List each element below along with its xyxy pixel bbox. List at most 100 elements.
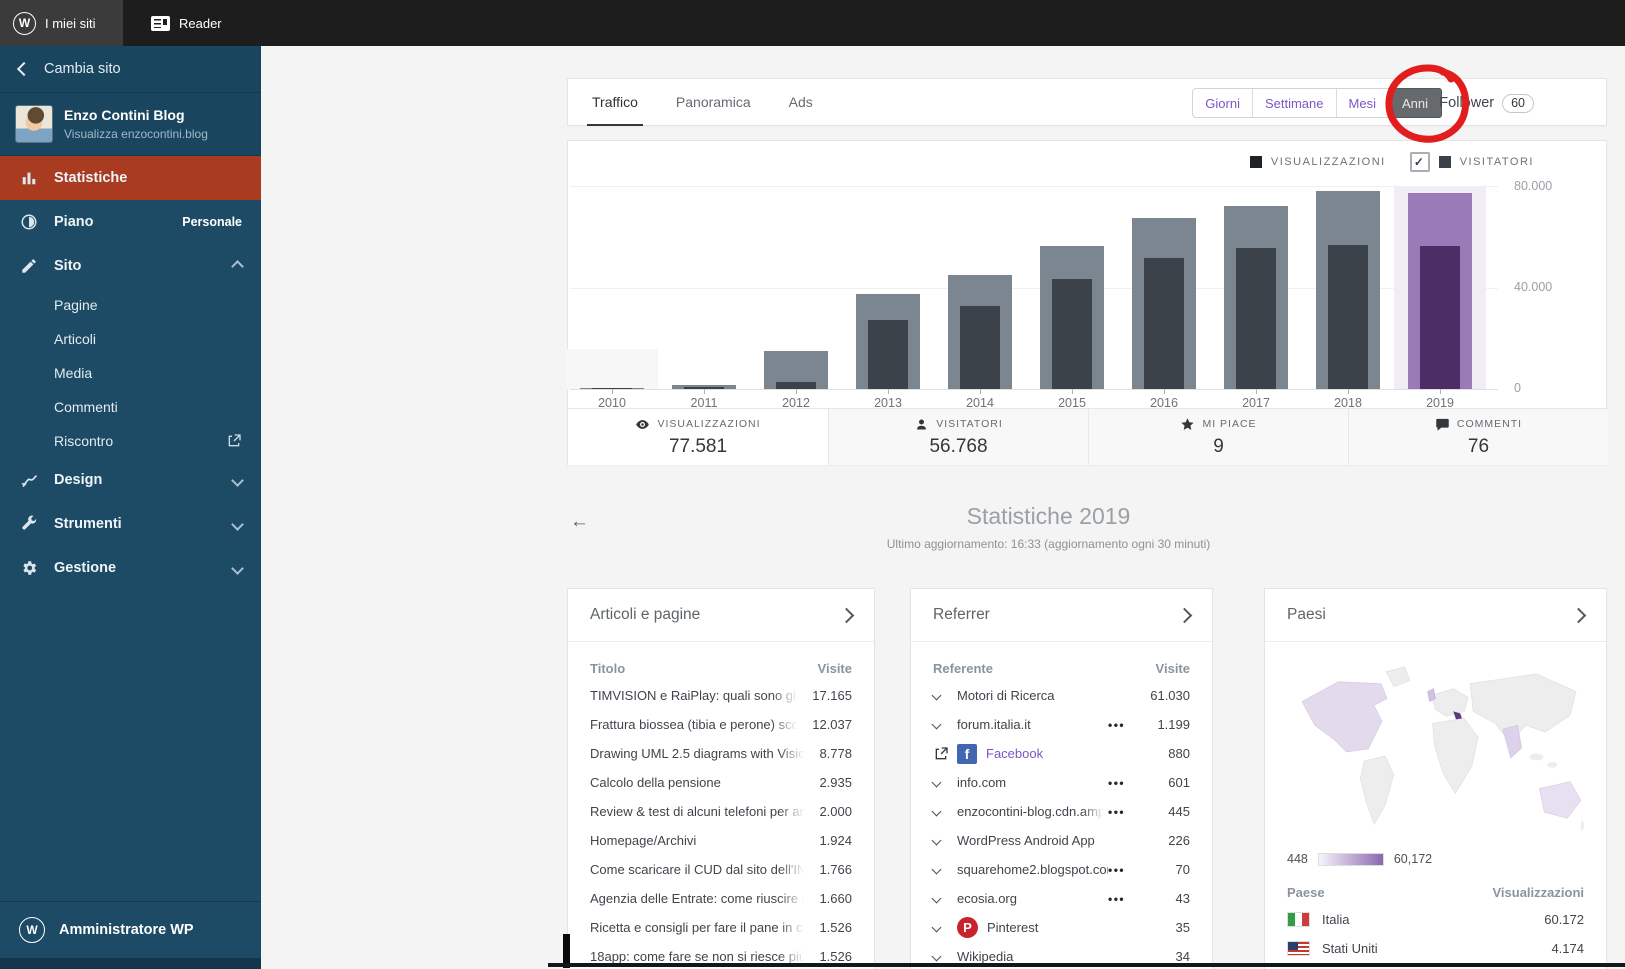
sidebar-item-riscontro[interactable]: Riscontro [0,424,261,458]
visitors-bar-2019[interactable] [1420,246,1460,389]
sidebar-item-gestione[interactable]: Gestione [0,546,261,590]
sidebar-item-wp-admin[interactable]: Amministratore WP [0,901,261,958]
chevron-down-icon[interactable] [931,690,957,701]
post-row[interactable]: Review & test di alcuni telefoni per anz… [590,797,852,826]
referrers-col-visits: Visite [1155,661,1190,676]
summary-label: VISITATORI [914,417,1003,432]
post-row[interactable]: Ricetta e consigli per fare il pane in c… [590,913,852,942]
visitors-bar-2015[interactable] [1052,279,1092,389]
summary-cell-mi-piace[interactable]: MI PIACE 9 [1088,408,1348,465]
post-row[interactable]: Agenzia delle Entrate: come riuscire a u… [590,884,852,913]
post-row[interactable]: TIMVISION e RaiPlay: quali sono gli Sma 1… [590,681,852,710]
country-views: 60.172 [1544,912,1584,927]
visitors-bar-2014[interactable] [960,306,1000,389]
chevron-down-icon[interactable] [931,922,957,933]
map-gradient-bar [1317,852,1384,866]
referrer-row[interactable]: ecosia.org 43 [931,884,1190,913]
x-axis-tick [1348,389,1349,394]
referrer-row[interactable]: Facebook 880 [933,739,1190,768]
country-row[interactable]: Italia 60.172 [1287,905,1584,934]
site-visit-link[interactable]: Visualizza enzocontini.blog [64,127,208,141]
countries-col-views: Visualizzazioni [1492,885,1584,900]
referrer-row[interactable]: enzocontini-blog.cdn.ampproje 445 [931,797,1190,826]
visitors-bar-2017[interactable] [1236,248,1276,389]
tab-panoramica[interactable]: Panoramica [676,79,751,125]
referrer-label[interactable]: Facebook [986,746,1044,761]
visitors-bar-2010[interactable] [592,388,632,389]
countries-panel-header[interactable]: Paesi [1265,589,1606,642]
period-button-giorni[interactable]: Giorni [1205,95,1240,111]
tab-traffico[interactable]: Traffico [587,79,643,126]
sidebar-item-pagine[interactable]: Pagine [0,288,261,322]
external-link-icon[interactable] [933,746,957,762]
more-options-icon[interactable] [1108,776,1144,790]
more-options-icon[interactable] [1108,892,1144,906]
visitors-bar-2018[interactable] [1328,245,1368,389]
referrer-row[interactable]: Pinterest 35 [931,913,1190,942]
post-row[interactable]: 18app: come fare se non si riesce più ad… [590,942,852,969]
period-button-settimane[interactable]: Settimane [1251,89,1336,117]
sidebar-item-sito[interactable]: Sito [0,244,261,288]
reader-button[interactable]: Reader [135,0,238,46]
change-site-label: Cambia sito [44,61,121,77]
site-card[interactable]: Enzo Contini Blog Visualizza enzocontini… [0,93,261,156]
post-row[interactable]: Drawing UML 2.5 diagrams with Visio 20 8.… [590,739,852,768]
sidebar-item-articoli[interactable]: Articoli [0,322,261,356]
referrer-row[interactable]: WordPress Android App 226 [931,826,1190,855]
visitors-legend-swatch [1438,156,1451,168]
post-row[interactable]: Frattura biossea (tibia e perone) scompo… [590,710,852,739]
x-axis-label: 2013 [874,396,902,410]
referrer-row[interactable]: forum.italia.it 1.199 [931,710,1190,739]
follower-button[interactable]: Follower 60 [1439,88,1534,118]
summary-cell-commenti[interactable]: COMMENTI 76 [1348,408,1608,465]
sidebar-item-commenti[interactable]: Commenti [0,390,261,424]
referrers-panel-header[interactable]: Referrer [911,589,1212,642]
referrer-row[interactable]: squarehome2.blogspot.com 70 [931,855,1190,884]
sidebar-item-design[interactable]: Design [0,458,261,502]
posts-panel-header[interactable]: Articoli e pagine [568,589,874,642]
sidebar-item-strumenti[interactable]: Strumenti [0,502,261,546]
post-visits: 8.778 [819,746,852,761]
visitors-checkbox[interactable] [1409,152,1430,172]
stats-nav-card: Traffico Panoramica Ads Giorni Settimane Mes… [567,78,1607,126]
chevron-down-icon[interactable] [931,893,957,904]
period-button-mesi[interactable]: Mesi [1335,89,1388,117]
chevron-down-icon[interactable] [931,951,957,962]
visitors-bar-2013[interactable] [868,320,908,389]
more-options-icon[interactable] [1108,805,1144,819]
sidebar-item-piano[interactable]: Piano Personale [0,200,261,244]
us-flag-icon [1287,941,1310,956]
more-options-icon[interactable] [1108,718,1144,732]
previous-period-arrow-button[interactable] [570,512,589,531]
chevron-down-icon[interactable] [931,864,957,875]
visitors-bar-2016[interactable] [1144,258,1184,389]
visitors-bar-2012[interactable] [776,382,816,389]
referrer-row[interactable]: info.com 601 [931,768,1190,797]
visitors-bar-2011[interactable] [684,387,724,389]
post-row[interactable]: Homepage/Archivi 1.924 [590,826,852,855]
summary-cell-visualizzazioni[interactable]: VISUALIZZAZIONI 77.581 [568,408,828,465]
post-row[interactable]: Calcolo della pensione 2.935 [590,768,852,797]
referrer-row[interactable]: Motori di Ricerca 61.030 [931,681,1190,710]
chevron-down-icon[interactable] [931,719,957,730]
more-options-icon[interactable] [1108,863,1144,877]
post-visits: 17.165 [812,688,852,703]
follower-label: Follower [1439,95,1495,111]
chevron-down-icon[interactable] [931,806,957,817]
my-sites-button[interactable]: I miei siti [0,0,123,46]
referrer-row[interactable]: Wikipedia 34 [931,942,1190,969]
tab-ads[interactable]: Ads [789,79,813,125]
y-axis-label: 40.000 [1514,280,1553,294]
period-button-anni[interactable]: Anni [1387,88,1442,118]
plan-icon [19,212,39,232]
country-row[interactable]: Stati Uniti 4.174 [1287,934,1584,963]
summary-cell-visitatori[interactable]: VISITATORI 56.768 [828,408,1088,465]
chevron-down-icon[interactable] [931,777,957,788]
sidebar-item-statistiche[interactable]: Statistiche [0,156,261,200]
referrer-visits: 1.199 [1157,717,1190,732]
chevron-down-icon[interactable] [931,835,957,846]
post-row[interactable]: Come scaricare il CUD dal sito dell'INPS… [590,855,852,884]
referrer-label: forum.italia.it [957,717,1031,732]
change-site-button[interactable]: Cambia sito [0,46,261,93]
sidebar-item-media[interactable]: Media [0,356,261,390]
